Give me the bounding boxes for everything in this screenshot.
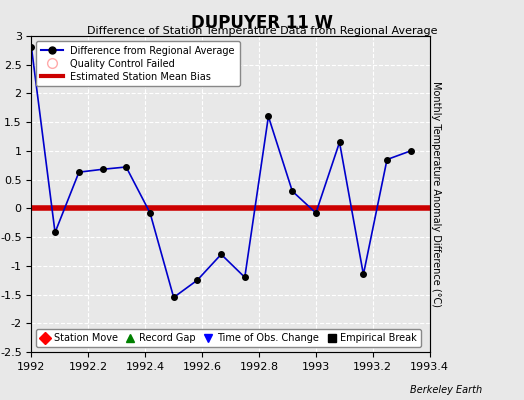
- Text: Berkeley Earth: Berkeley Earth: [410, 385, 482, 395]
- Text: DUPUYER 11 W: DUPUYER 11 W: [191, 14, 333, 32]
- Legend: Station Move, Record Gap, Time of Obs. Change, Empirical Break: Station Move, Record Gap, Time of Obs. C…: [36, 329, 421, 347]
- Text: Difference of Station Temperature Data from Regional Average: Difference of Station Temperature Data f…: [87, 26, 437, 36]
- Y-axis label: Monthly Temperature Anomaly Difference (°C): Monthly Temperature Anomaly Difference (…: [431, 81, 441, 307]
